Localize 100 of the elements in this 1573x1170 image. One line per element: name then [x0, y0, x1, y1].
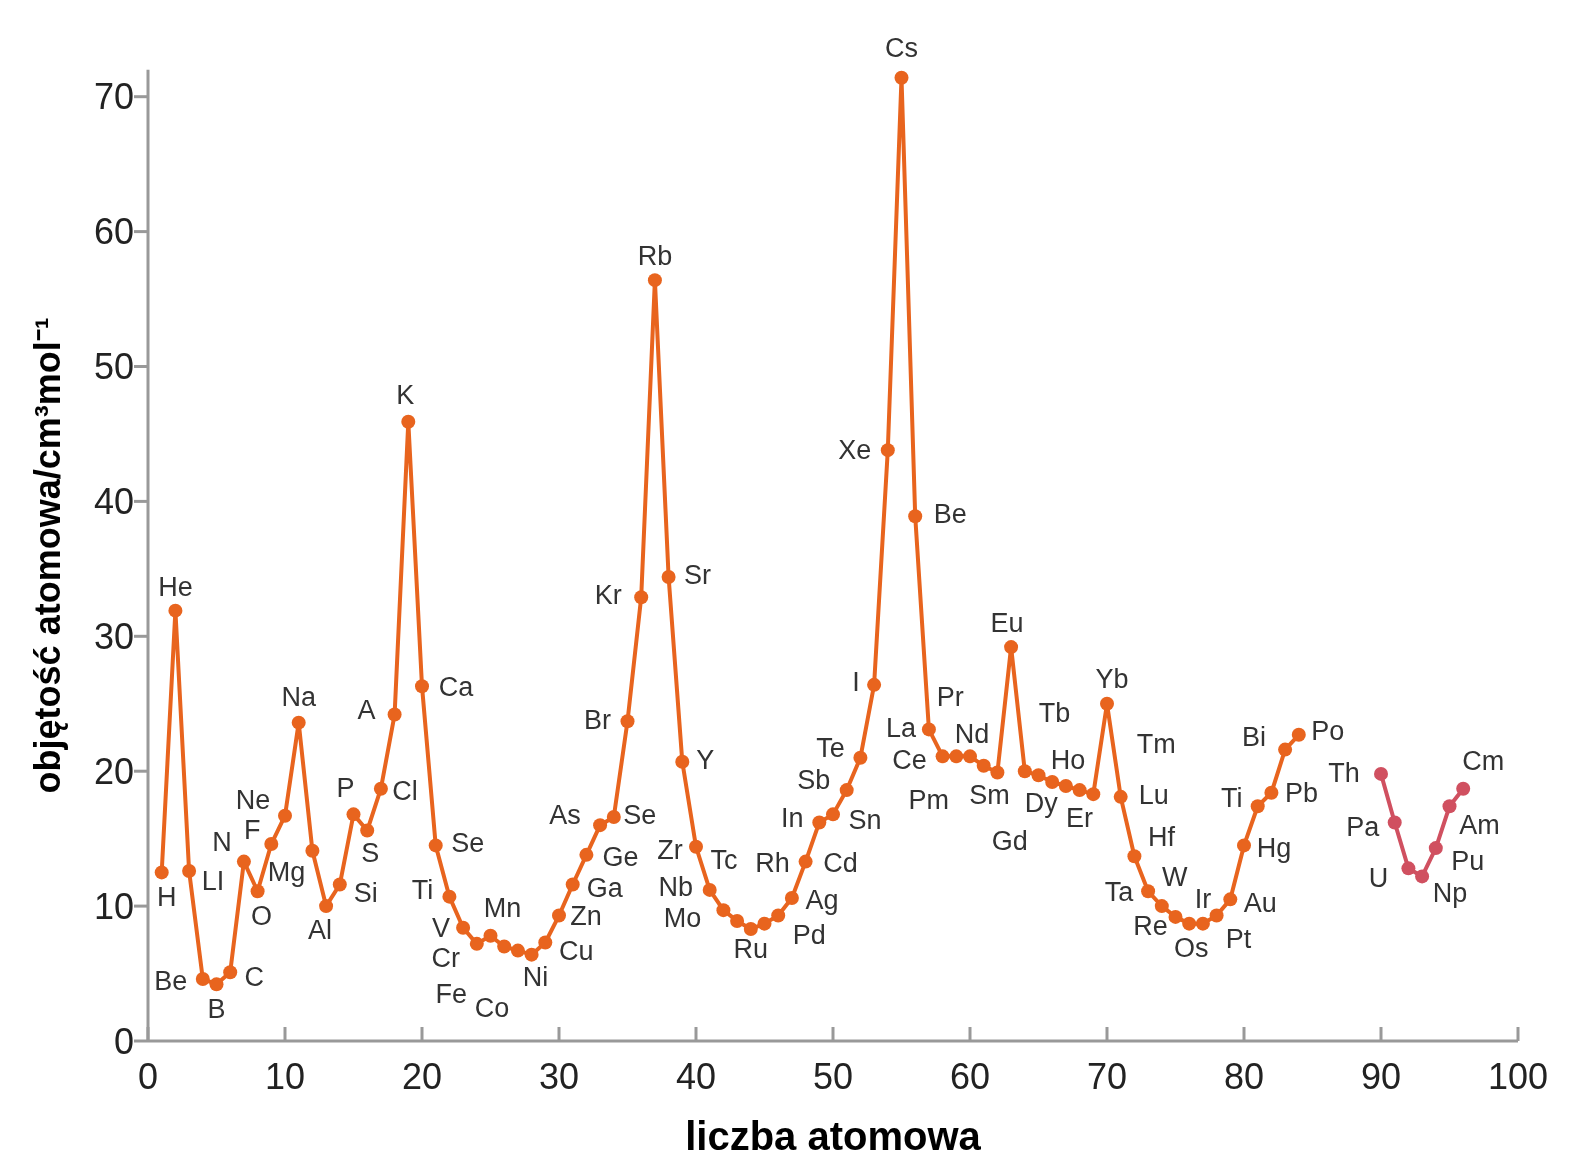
- annotation: B: [207, 993, 226, 1024]
- annotation: Re: [1133, 911, 1168, 942]
- annotation: Be: [154, 966, 188, 997]
- annotation: Al: [308, 914, 333, 945]
- annotation: Ce: [892, 744, 927, 775]
- x-tick-label: 10: [264, 1056, 306, 1097]
- annotation: Cu: [559, 935, 594, 966]
- annotation: Ti: [411, 875, 434, 906]
- y-tick-label: 0: [113, 1020, 134, 1062]
- annotation: Hg: [1256, 832, 1292, 863]
- annotation: Ga: [586, 872, 624, 903]
- point: [1374, 766, 1388, 781]
- annotation: Zr: [657, 835, 683, 866]
- y-axis-title: objętość atomowa/cm³mol⁻¹: [27, 317, 68, 794]
- annotation: Lu: [1138, 780, 1169, 811]
- annotation: Xe: [838, 434, 872, 465]
- annotation: Kr: [594, 579, 622, 610]
- annotation: W: [1162, 861, 1189, 892]
- annotation: Tm: [1136, 728, 1176, 759]
- annotation: Ti: [1220, 782, 1243, 813]
- annotation: Cl: [392, 776, 418, 807]
- point: [1428, 841, 1443, 856]
- annotation: Br: [584, 704, 612, 735]
- annotation: Au: [1243, 887, 1277, 918]
- annotation: Sm: [969, 780, 1010, 810]
- x-tick-label: 60: [949, 1056, 991, 1097]
- annotation: Be: [933, 498, 967, 529]
- annotation: Rb: [637, 240, 673, 271]
- annotation: Ag: [805, 885, 839, 916]
- annotation: Pu: [1451, 845, 1485, 876]
- y-tick-label: 20: [93, 750, 134, 792]
- annotation: A: [357, 694, 376, 725]
- annotation: Ca: [438, 671, 475, 702]
- x-tick-label: 70: [1086, 1056, 1128, 1097]
- annotation: Os: [1173, 933, 1209, 964]
- x-tick-label: 100: [1487, 1056, 1549, 1097]
- annotation: I: [852, 667, 860, 698]
- annotation: Pd: [792, 919, 826, 950]
- annotation: H: [156, 881, 177, 912]
- annotation: Po: [1311, 716, 1345, 747]
- annotation: Y: [696, 745, 715, 776]
- annotation: Co: [474, 993, 510, 1024]
- annotation: K: [396, 380, 415, 411]
- y-tick-label: 30: [93, 615, 134, 657]
- annotation: Ir: [1194, 884, 1212, 915]
- annotation: Pt: [1225, 923, 1252, 954]
- annotation: V: [432, 913, 451, 944]
- annotation: Mg: [267, 857, 306, 888]
- annotation: Nd: [954, 718, 990, 749]
- annotation: Np: [1432, 877, 1468, 908]
- annotation: Pa: [1346, 811, 1381, 842]
- annotation: Tb: [1038, 697, 1071, 728]
- x-axis-title: liczba atomowa: [685, 1114, 982, 1158]
- annotation: Na: [281, 682, 317, 713]
- annotation: Pr: [936, 681, 964, 712]
- annotation: Sn: [848, 804, 882, 835]
- annotation: Cr: [431, 943, 461, 974]
- y-tick-label: 50: [93, 346, 134, 388]
- y-tick-label: 70: [93, 76, 134, 118]
- annotation: Ne: [235, 785, 271, 816]
- x-tick-label: 50: [812, 1056, 854, 1097]
- annotation: Ta: [1104, 876, 1135, 907]
- annotation: Gd: [991, 825, 1028, 856]
- annotation: U: [1368, 862, 1389, 893]
- annotation: Sb: [797, 764, 831, 795]
- annotation: Dy: [1024, 788, 1059, 819]
- annotation: Se: [451, 827, 485, 858]
- x-tick-label: 0: [137, 1056, 159, 1097]
- annotation: Si: [353, 877, 378, 908]
- point: [1401, 861, 1416, 876]
- annotation: Tc: [710, 845, 738, 876]
- x-tick-label: 40: [675, 1056, 717, 1097]
- point: [1415, 869, 1430, 884]
- point: [1442, 799, 1457, 814]
- annotation: Bi: [1242, 722, 1267, 753]
- annotation: Pm: [908, 785, 949, 816]
- annotation: He: [158, 572, 193, 603]
- annotation: Cs: [885, 33, 918, 64]
- annotation: Mo: [663, 902, 702, 933]
- annotation: Nb: [658, 872, 693, 903]
- annotation: Eu: [990, 607, 1024, 638]
- annotation: F: [244, 815, 261, 846]
- point: [1456, 781, 1471, 796]
- annotation: La: [885, 712, 917, 743]
- annotation: Ho: [1050, 745, 1086, 776]
- x-tick-label: 30: [538, 1056, 580, 1097]
- y-tick-label: 40: [93, 481, 134, 522]
- annotation: Am: [1459, 809, 1500, 840]
- y-tick-label: 10: [93, 885, 134, 927]
- annotation: N: [212, 827, 232, 858]
- annotation: Yb: [1095, 664, 1129, 695]
- annotation: Th: [1328, 758, 1360, 789]
- annotation: Er: [1066, 802, 1094, 833]
- annotation: Fe: [435, 979, 467, 1010]
- annotation: In: [781, 802, 804, 833]
- annotation: Cd: [823, 848, 858, 879]
- annotation: Se: [623, 799, 657, 830]
- annotation: Ni: [522, 962, 549, 993]
- annotation: Ru: [733, 934, 769, 965]
- x-tick-label: 80: [1223, 1056, 1265, 1097]
